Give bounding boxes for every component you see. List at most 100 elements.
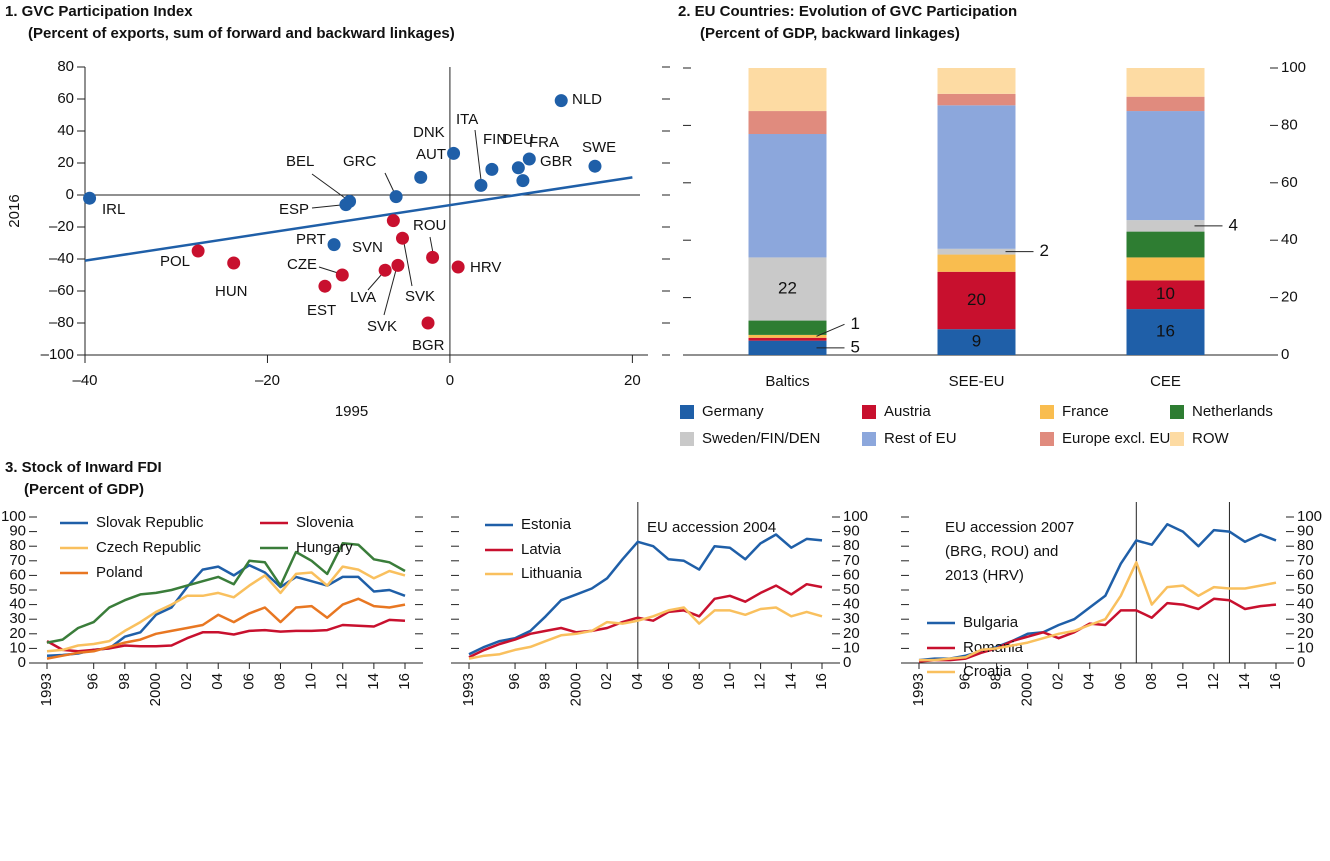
legend-label: ROW	[1192, 430, 1230, 447]
bar-segment	[748, 334, 827, 338]
y-tick-label: 40	[843, 596, 860, 613]
x-tick-label: 12	[752, 673, 769, 690]
x-tick-label: 08	[271, 673, 288, 690]
legend-swatch	[1040, 405, 1054, 419]
legend-label: Europe excl. EU	[1062, 430, 1170, 447]
x-tick-label: 1993	[38, 673, 55, 706]
bar-segment	[748, 257, 827, 321]
y-tick-label: 0	[66, 186, 74, 203]
y-tick-label: 10	[1297, 639, 1314, 656]
legend-label: France	[1062, 403, 1109, 420]
point	[414, 170, 428, 184]
y-tick-label: 70	[1297, 552, 1314, 569]
y-tick-label: 80	[9, 537, 26, 554]
bar-segment	[1126, 111, 1205, 221]
legend-swatch	[1040, 432, 1054, 446]
label-connector	[367, 273, 383, 291]
label-connector	[474, 129, 482, 181]
point	[378, 263, 392, 277]
legend-label: Latvia	[521, 541, 562, 558]
series-line	[46, 597, 406, 660]
point	[318, 279, 332, 293]
x-tick-label: 06	[659, 673, 676, 690]
x-tick-label: 12	[334, 673, 351, 690]
point	[451, 260, 465, 274]
y-tick-label: 70	[843, 552, 860, 569]
y-tick-label: 60	[1297, 566, 1314, 583]
legend-label: Lithuania	[521, 565, 583, 582]
chart-subtitle: (Percent of GDP)	[24, 481, 144, 498]
chart-title: 3. Stock of Inward FDI	[5, 459, 162, 476]
legend-swatch	[1170, 432, 1184, 446]
x-tick-label: 02	[178, 673, 195, 690]
y-tick-label: 60	[57, 90, 74, 107]
point	[227, 256, 241, 270]
y-tick-label: 40	[1297, 596, 1314, 613]
y-tick-label: 0	[1297, 654, 1305, 671]
point	[522, 152, 536, 166]
point	[389, 190, 403, 204]
y-tick-label: 90	[9, 523, 26, 540]
legend-label: Hungary	[296, 539, 353, 556]
x-tick-label: SEE-EU	[949, 373, 1005, 390]
x-tick-label: 2000	[567, 673, 584, 706]
annotation: (BRG, ROU) and	[945, 543, 1058, 560]
point	[327, 238, 341, 252]
series-line	[468, 533, 823, 656]
legend-label: Rest of EU	[884, 430, 957, 447]
legend-label: Netherlands	[1192, 403, 1273, 420]
x-tick-label: 10	[1174, 673, 1191, 690]
y-tick-label: –40	[49, 250, 74, 267]
label-connector	[403, 242, 413, 287]
legend-label: Bulgaria	[963, 614, 1019, 631]
series-line	[46, 565, 406, 653]
x-tick-label: 12	[1205, 673, 1222, 690]
bar-segment	[748, 68, 827, 112]
value-label: 4	[1229, 215, 1238, 234]
point-label: HRV	[470, 259, 501, 276]
bar-segment	[1126, 280, 1205, 310]
y-tick-label: 0	[1281, 346, 1289, 363]
y-tick-label: 80	[1281, 116, 1298, 133]
bar-segment	[748, 340, 827, 355]
label-connector	[383, 269, 397, 316]
label-connector	[429, 236, 434, 254]
trendline	[84, 176, 633, 262]
legend-label: Sweden/FIN/DEN	[702, 430, 820, 447]
point	[191, 244, 205, 258]
legend-label: Poland	[96, 564, 143, 581]
y-tick-label: 100	[1, 508, 26, 525]
point	[485, 162, 499, 176]
point	[339, 198, 353, 212]
y-tick-label: 50	[9, 581, 26, 598]
point	[588, 159, 602, 173]
bar-segment	[1126, 68, 1205, 97]
point-label: FRA	[529, 134, 559, 151]
y-tick-label: 50	[1297, 581, 1314, 598]
value-label: 9	[972, 332, 981, 351]
x-tick-label: 96	[957, 673, 974, 690]
legend-swatch	[1170, 405, 1184, 419]
y-tick-label: 40	[1281, 231, 1298, 248]
point-label: ROU	[413, 217, 446, 234]
y-tick-label: 60	[843, 566, 860, 583]
x-tick-label: 16	[1267, 673, 1284, 690]
legend-label: Austria	[884, 403, 931, 420]
x-tick-label: 20	[624, 372, 641, 389]
point-label: EST	[307, 302, 336, 319]
bar-segment	[1126, 220, 1205, 232]
label-connector	[384, 172, 395, 193]
point-label: LVA	[350, 289, 376, 306]
y-tick-label: 20	[1297, 625, 1314, 642]
y-tick-label: –20	[49, 218, 74, 235]
label-connector	[318, 266, 339, 274]
point	[391, 258, 405, 272]
legend-label: Germany	[702, 403, 764, 420]
y-tick-label: 20	[9, 625, 26, 642]
point-label: ITA	[456, 111, 478, 128]
legend-label: Slovenia	[296, 514, 354, 531]
point-label: PRT	[296, 231, 326, 248]
series-line	[46, 618, 406, 653]
x-tick-label: 1993	[910, 673, 927, 706]
